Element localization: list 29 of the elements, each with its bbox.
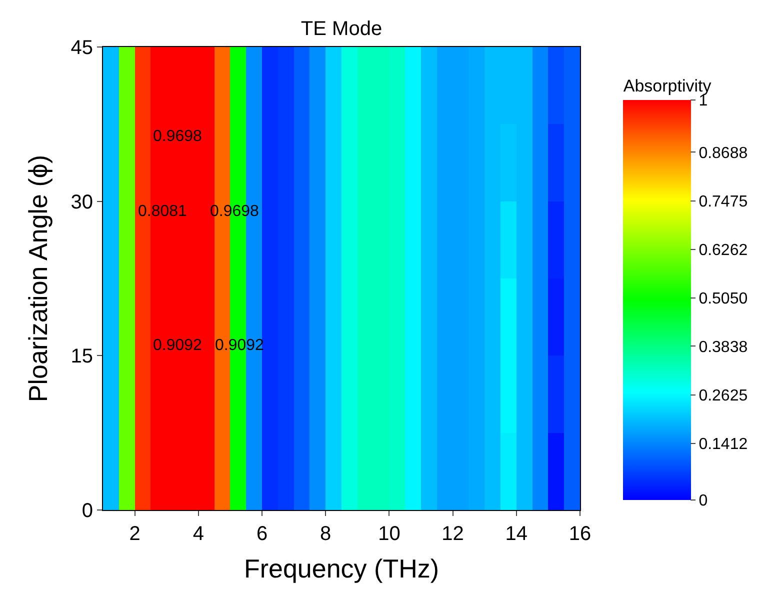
x-tick-label: 14 <box>505 523 528 545</box>
annotation: 0.9092 <box>153 337 202 354</box>
x-tick-label: 8 <box>320 523 332 545</box>
y-tick-label: 45 <box>70 37 93 59</box>
annotation: 0.9092 <box>215 337 264 354</box>
x-tick-label: 2 <box>129 523 140 545</box>
color-bar-label: 0.1412 <box>698 436 748 453</box>
color-bar-label: 0.6262 <box>698 242 748 259</box>
x-tick-label: 16 <box>568 523 592 545</box>
x-axis-title: Frequency (THz) <box>244 554 440 584</box>
color-bar-label: 0.5050 <box>698 290 748 308</box>
color-bar-label: 0.2625 <box>698 387 748 404</box>
annotation: 0.9698 <box>210 203 260 220</box>
color-bar-label: 0 <box>698 492 708 510</box>
y-axis-title: Ploarization Angle (ϕ) <box>23 154 54 402</box>
x-tick-label: 10 <box>378 523 400 545</box>
annotation: 0.8081 <box>138 203 188 220</box>
y-tick-label: 15 <box>70 346 93 368</box>
x-tick-label: 4 <box>192 523 204 545</box>
chart-title: TE Mode <box>300 18 382 40</box>
y-tick-label: 30 <box>70 191 93 214</box>
x-tick-label: 6 <box>256 523 268 545</box>
color-bar-label: 0.3838 <box>698 338 748 356</box>
color-bar-label: 0.7475 <box>698 193 748 210</box>
x-tick-label: 12 <box>442 523 464 545</box>
annotation: 0.9698 <box>153 128 202 145</box>
color-bar-title: Absorptivity <box>623 76 712 96</box>
y-tick-label: 0 <box>82 500 93 522</box>
color-bar-label: 0.8688 <box>698 144 748 162</box>
